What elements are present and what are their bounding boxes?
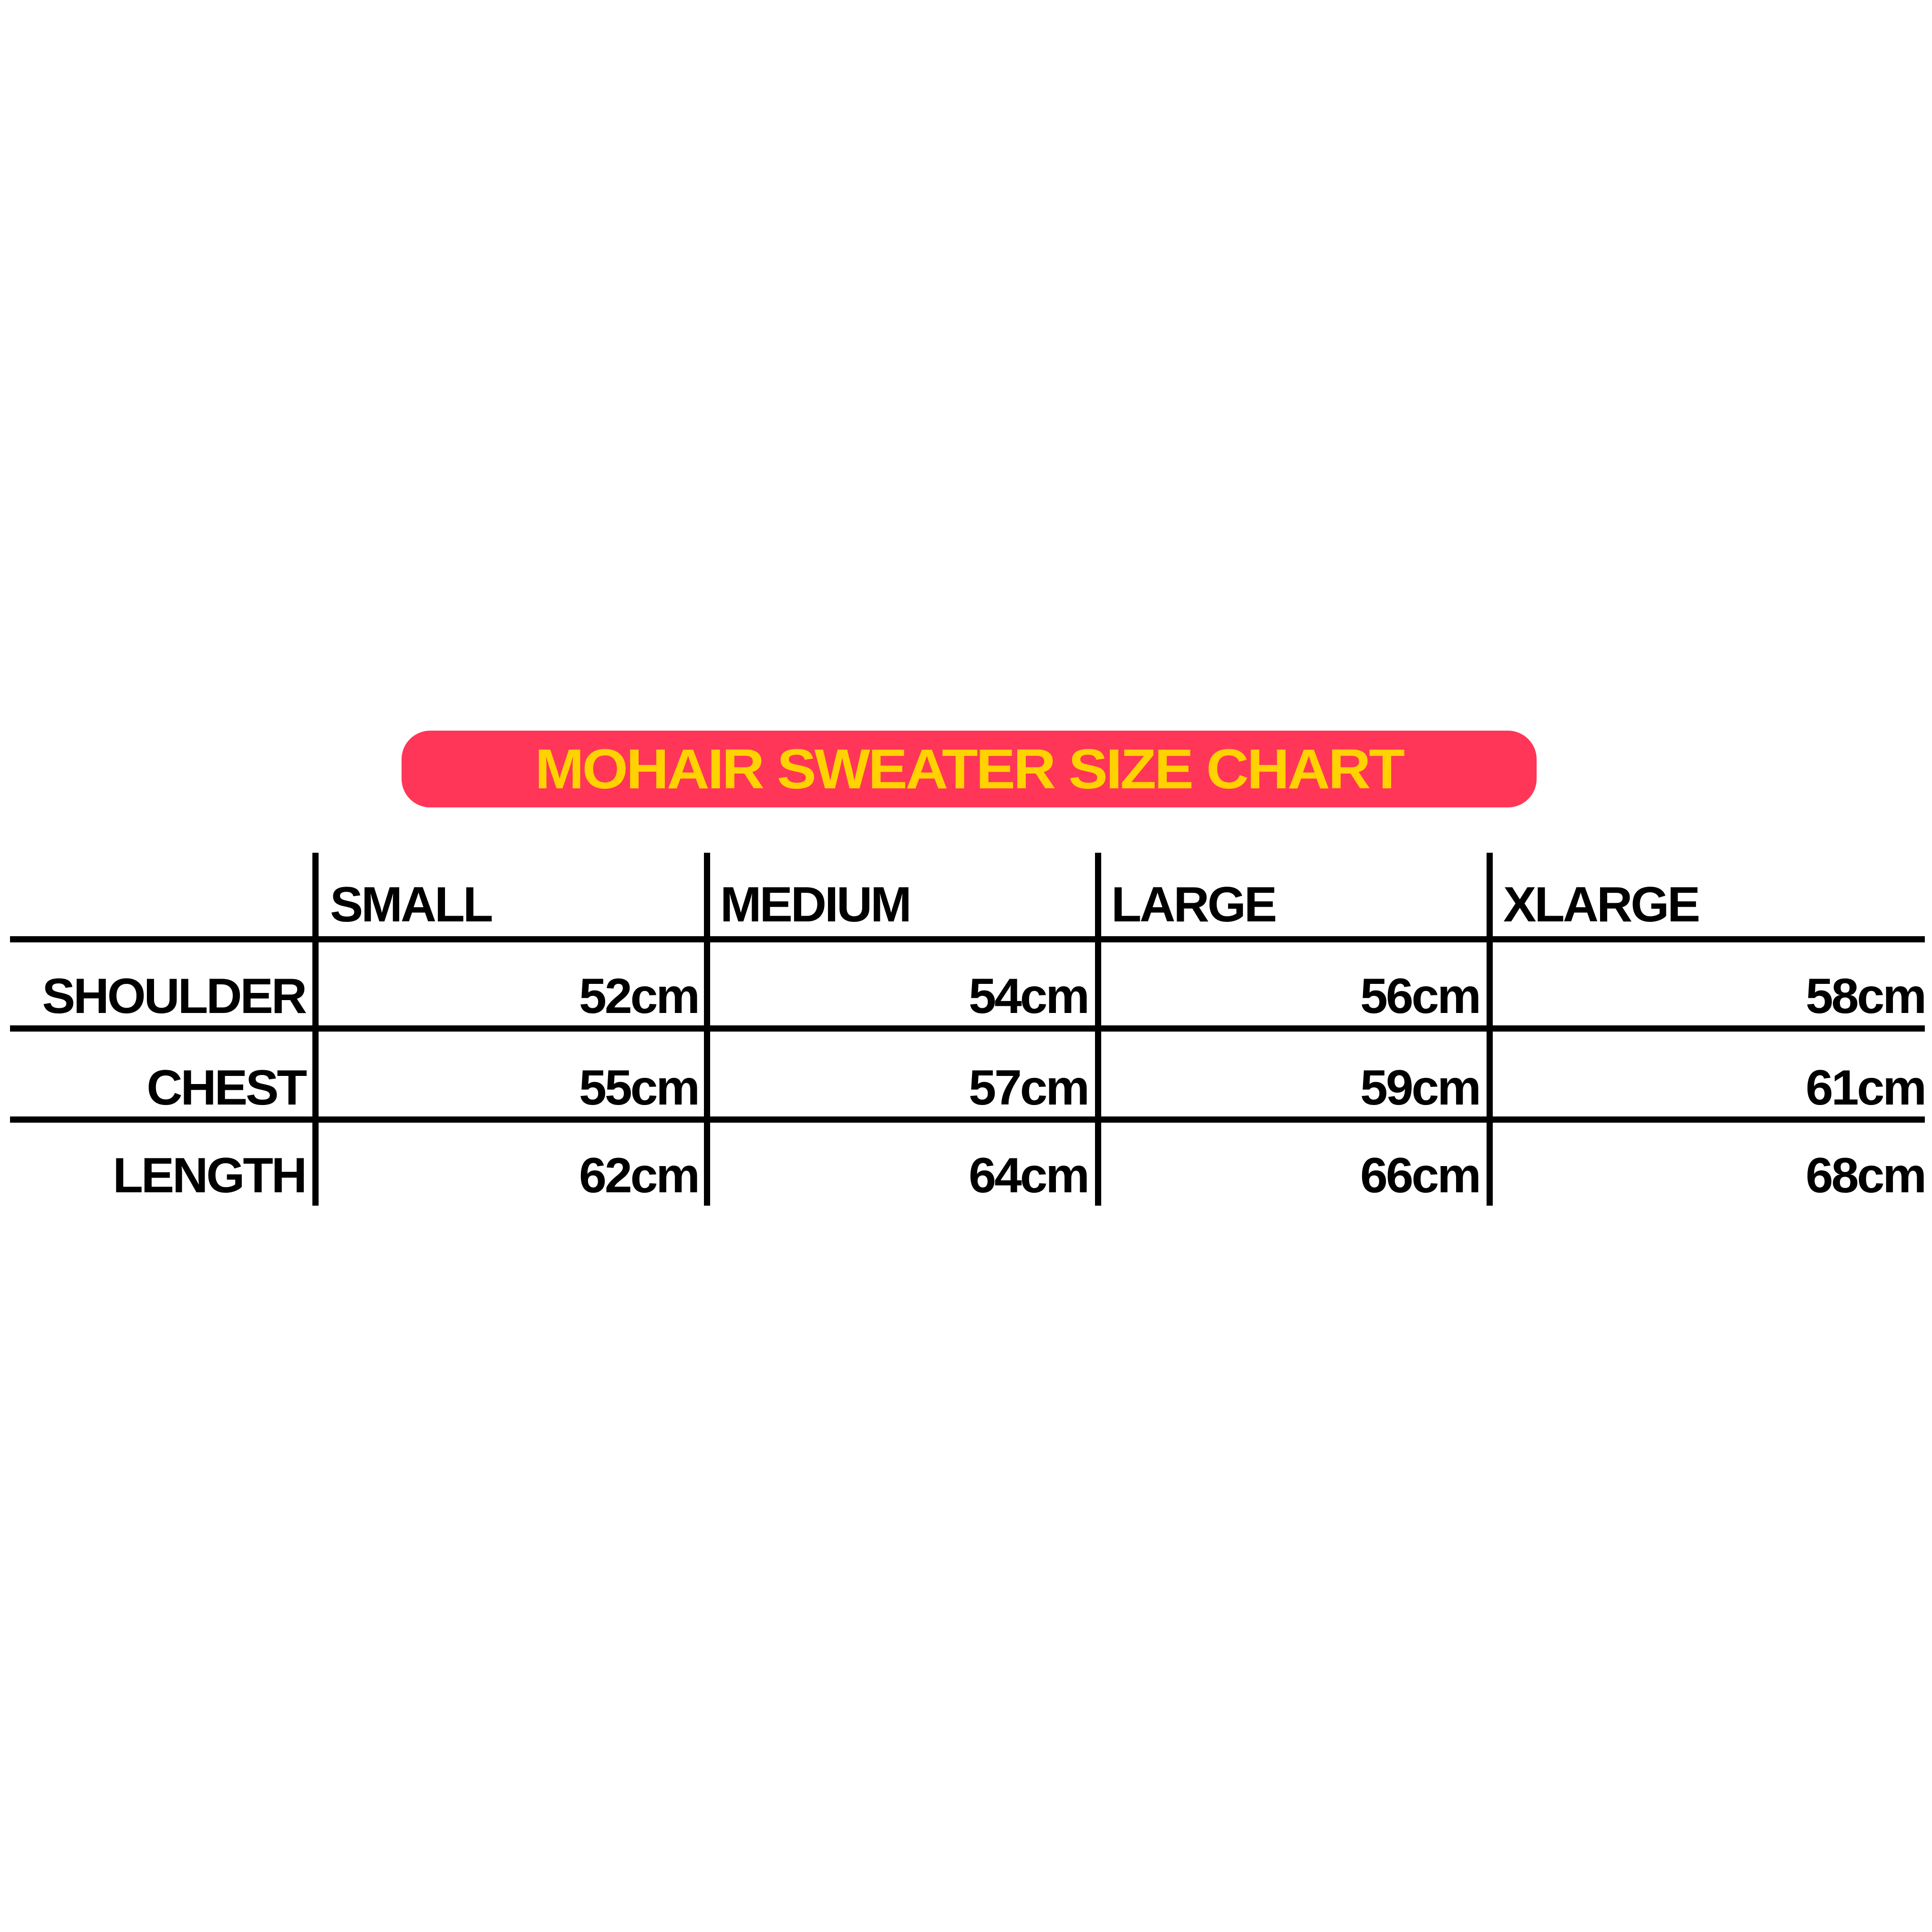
column-header-large: LARGE [1111,877,1277,932]
cell-value: 62cm [579,1148,700,1203]
cell-value: 59cm [1360,1060,1481,1116]
page-title: MOHAIR SWEATER SIZE CHART [535,737,1405,801]
cell-value: 57cm [969,1060,1090,1116]
cell-value: 58cm [1806,969,1927,1024]
cell-value: 54cm [969,969,1090,1024]
cell-value: 56cm [1360,969,1481,1024]
cell-value: 55cm [579,1060,700,1116]
cell-value: 66cm [1360,1148,1481,1203]
cell-value: 52cm [579,969,700,1024]
row-divider [10,1025,1925,1032]
column-header-xlarge: XLARGE [1503,877,1700,932]
row-divider [10,936,1925,942]
title-banner: MOHAIR SWEATER SIZE CHART [402,731,1537,807]
row-label-shoulder: SHOULDER [42,969,307,1024]
row-divider [10,1116,1925,1123]
cell-value: 64cm [969,1148,1090,1203]
column-header-medium: MEDIUM [720,877,912,932]
row-label-chest: CHEST [146,1060,307,1116]
cell-value: 68cm [1806,1148,1927,1203]
column-header-small: SMALL [330,877,493,932]
row-label-length: LENGTH [113,1148,307,1203]
cell-value: 61cm [1806,1060,1927,1116]
